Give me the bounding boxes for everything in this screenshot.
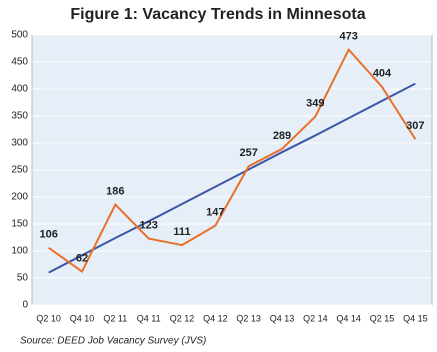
y-tick-label: 400: [11, 84, 28, 95]
source-note: Source: DEED Job Vacancy Survey (JVS): [20, 336, 206, 347]
x-tick-label: Q4 13: [270, 313, 295, 323]
data-label: 289: [273, 130, 291, 142]
x-tick-label: Q4 10: [70, 313, 95, 323]
series-line: [48, 47, 417, 274]
x-tick-label: Q2 14: [303, 313, 328, 323]
x-tick-label: Q2 15: [370, 313, 395, 323]
data-label: 349: [306, 97, 324, 109]
data-label: 404: [373, 68, 392, 80]
y-tick-label: 150: [11, 219, 28, 230]
data-label: 62: [76, 252, 88, 264]
y-tick-label: 50: [17, 273, 29, 284]
x-tick-label: Q2 10: [36, 313, 61, 323]
data-label: 123: [139, 219, 157, 231]
series-line: [48, 82, 416, 274]
x-tick-label: Q2 12: [170, 313, 195, 323]
data-label: 147: [206, 207, 224, 219]
y-tick-label: 350: [11, 111, 28, 122]
x-tick-label: Q4 15: [403, 313, 428, 323]
y-tick-label: 100: [11, 246, 28, 257]
y-tick-label: 300: [11, 138, 28, 149]
data-label: 473: [339, 30, 357, 42]
y-tick-label: 250: [11, 165, 28, 176]
data-label: 111: [173, 226, 190, 238]
x-tick-label: Q4 12: [203, 313, 228, 323]
y-tick-label: 450: [11, 57, 28, 68]
x-tick-label: Q4 14: [336, 313, 361, 323]
y-tick-label: 0: [22, 300, 28, 311]
x-tick-label: Q4 11: [137, 313, 161, 323]
chart-title: Figure 1: Vacancy Trends in Minnesota: [70, 6, 365, 23]
data-label: 186: [106, 185, 124, 197]
x-tick-label: Q2 13: [236, 313, 261, 323]
y-tick-label: 500: [11, 30, 28, 41]
data-label: 106: [39, 229, 57, 241]
data-label: 257: [239, 147, 257, 159]
data-label: 307: [406, 120, 424, 132]
y-tick-label: 200: [11, 192, 28, 203]
x-tick-label: Q2 11: [103, 313, 127, 323]
